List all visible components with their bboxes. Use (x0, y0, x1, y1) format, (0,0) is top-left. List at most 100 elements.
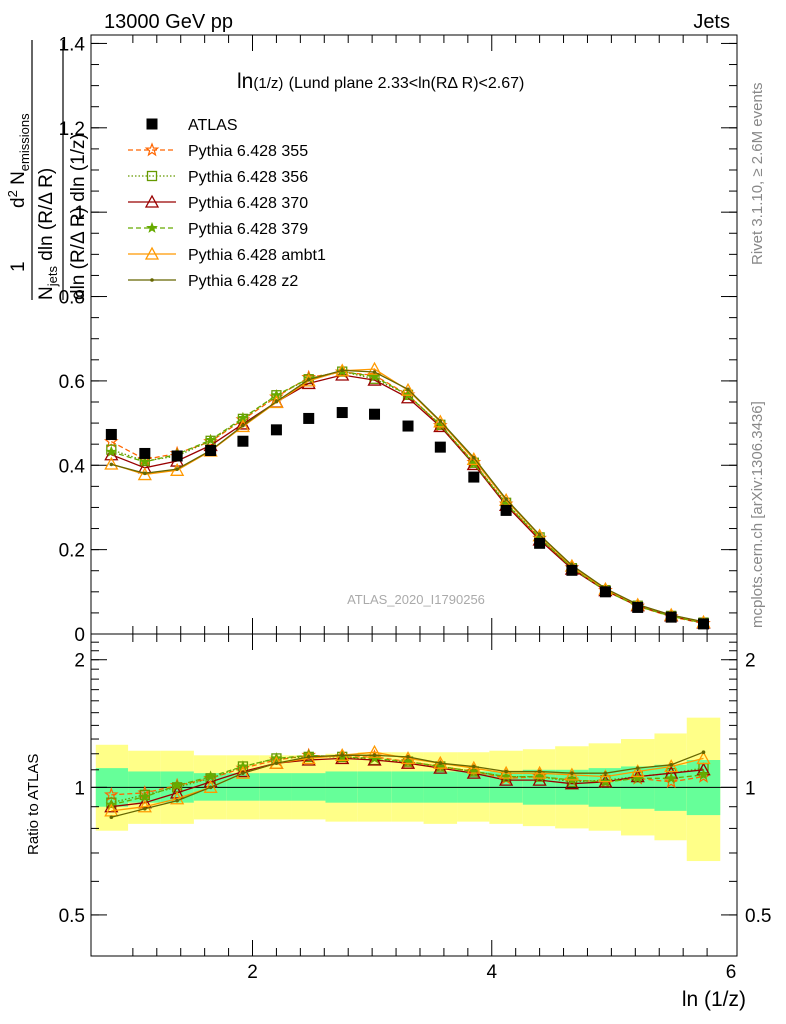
svg-text:dln (R/Δ R) dln (1/z): dln (R/Δ R) dln (1/z) (68, 133, 89, 300)
ratio-series-point (306, 755, 311, 759)
legend-marker-atlas (146, 118, 158, 130)
rivet-label: Rivet 3.1.10, ≥ 2.6M events (749, 83, 766, 266)
ratio-series-point (472, 764, 476, 769)
main-series-line (111, 370, 704, 624)
main-y-tick-label: 0.6 (59, 372, 85, 393)
x-tick-label: 2 (247, 962, 258, 983)
main-series-point (274, 399, 279, 404)
atlas-data-point (270, 424, 282, 436)
main-series-point (466, 452, 481, 466)
chart-title-rest: (Lund plane 2.33<ln(RΔ R)<2.67) (289, 75, 525, 92)
legend-marker (144, 194, 160, 208)
header-left: 13000 GeV pp (104, 11, 233, 33)
main-series-line (111, 368, 704, 623)
ratio-series-point (664, 759, 679, 773)
ratio-series-point (499, 765, 514, 779)
main-series-line (111, 369, 704, 623)
ratio-series-point (570, 771, 574, 775)
main-series-point (504, 497, 508, 501)
ratio-y-tick-label-right: 0.5 (745, 906, 771, 927)
ratio-series-point (170, 791, 185, 805)
main-series-point (537, 533, 542, 537)
ratio-series-point (143, 806, 147, 811)
atlas-data-point (369, 408, 381, 420)
header-right: Jets (693, 11, 730, 33)
ratio-series-point (340, 753, 345, 758)
ratio-y-tick-label-right: 2 (745, 651, 756, 672)
svg-text:1: 1 (8, 261, 29, 272)
main-series-point (105, 445, 118, 457)
ratio-series-point (635, 766, 640, 770)
atlas-data-point (434, 441, 446, 453)
x-tick-label: 6 (726, 962, 737, 983)
ratio-series-point (175, 798, 179, 803)
ratio-series-point (104, 799, 119, 813)
ratio-series-point (697, 768, 710, 780)
atlas-data-point (237, 435, 249, 447)
atlas-data-point (500, 504, 512, 516)
ratio-series-point (504, 769, 508, 774)
main-series-point (104, 447, 119, 461)
main-y-tick-label: 0 (74, 625, 85, 646)
chart-title-main: ln (237, 70, 253, 93)
ratio-series-point (171, 779, 184, 791)
atlas-data-point (105, 428, 117, 440)
legend-marker (146, 170, 158, 182)
ratio-series-point (203, 779, 218, 793)
ratio-series-point (701, 750, 706, 755)
ratio-series-point (663, 774, 679, 789)
main-series-point (368, 370, 381, 382)
ratio-y-tick-label-right: 1 (745, 778, 756, 799)
atlas-data-point (665, 611, 677, 623)
main-series-point (109, 462, 114, 467)
main-series-point (269, 395, 284, 409)
ratio-series-point (564, 767, 580, 781)
ratio-series-point (137, 799, 152, 813)
main-series-point (139, 455, 151, 467)
main-y-axis-label: 1 Njets dln (R/Δ R) d2 Nemissions dln (R… (5, 40, 89, 300)
ratio-series-point (109, 815, 114, 820)
main-series-point (204, 433, 217, 445)
main-y-tick-label: 1.4 (59, 34, 86, 55)
atlas-data-point (632, 601, 644, 613)
main-series (103, 361, 711, 630)
main-series-point (438, 419, 443, 423)
main-series-point (367, 361, 382, 375)
ratio-series-point (170, 785, 185, 799)
mcplots-label: mcplots.cern.ch [arXiv:1306.3436] (749, 401, 766, 628)
ratio-series-point (598, 769, 613, 783)
main-series-point (406, 387, 410, 392)
main-series-point (235, 419, 251, 433)
ratio-y-tick-label: 0.5 (59, 906, 85, 927)
ratio-series-point (665, 772, 678, 784)
main-series-point (433, 414, 448, 428)
atlas-data-point (336, 407, 348, 419)
ratio-series-point (696, 751, 711, 765)
legend-marker (146, 221, 158, 233)
ratio-y-tick-label: 2 (74, 651, 85, 672)
atlas-data-point (698, 618, 710, 630)
ratio-plot-frame (90, 633, 738, 957)
legend-marker (144, 142, 160, 157)
main-series-point (137, 467, 152, 481)
legend-marker (150, 278, 154, 282)
ratio-series-point (532, 765, 547, 779)
main-series-point (241, 423, 245, 428)
main-axes: 0 0.2 0.4 0.6 0.8 1 1.2 1.4 (59, 34, 737, 646)
legend-label: Pythia 6.428 ambt1 (188, 247, 326, 264)
legend-label: Pythia 6.428 355 (188, 143, 308, 160)
x-tick-label: 4 (486, 962, 497, 983)
main-series-point (301, 373, 316, 387)
atlas-data-point (566, 564, 578, 576)
main-series-point (306, 377, 311, 382)
ratio-series-point (204, 770, 217, 782)
atlas-data-point (303, 412, 315, 424)
ratio-series-point (274, 761, 279, 766)
ratio-series-point (630, 764, 645, 778)
chart-title-sub: (1/z) (253, 75, 283, 92)
ratio-series-point (367, 744, 382, 758)
ratio-series-point (241, 771, 245, 775)
svg-text:Njets dln (R/Δ R): Njets dln (R/Δ R) (36, 168, 60, 300)
atlas-data-point (599, 586, 611, 598)
atlas-data-point (468, 471, 480, 483)
